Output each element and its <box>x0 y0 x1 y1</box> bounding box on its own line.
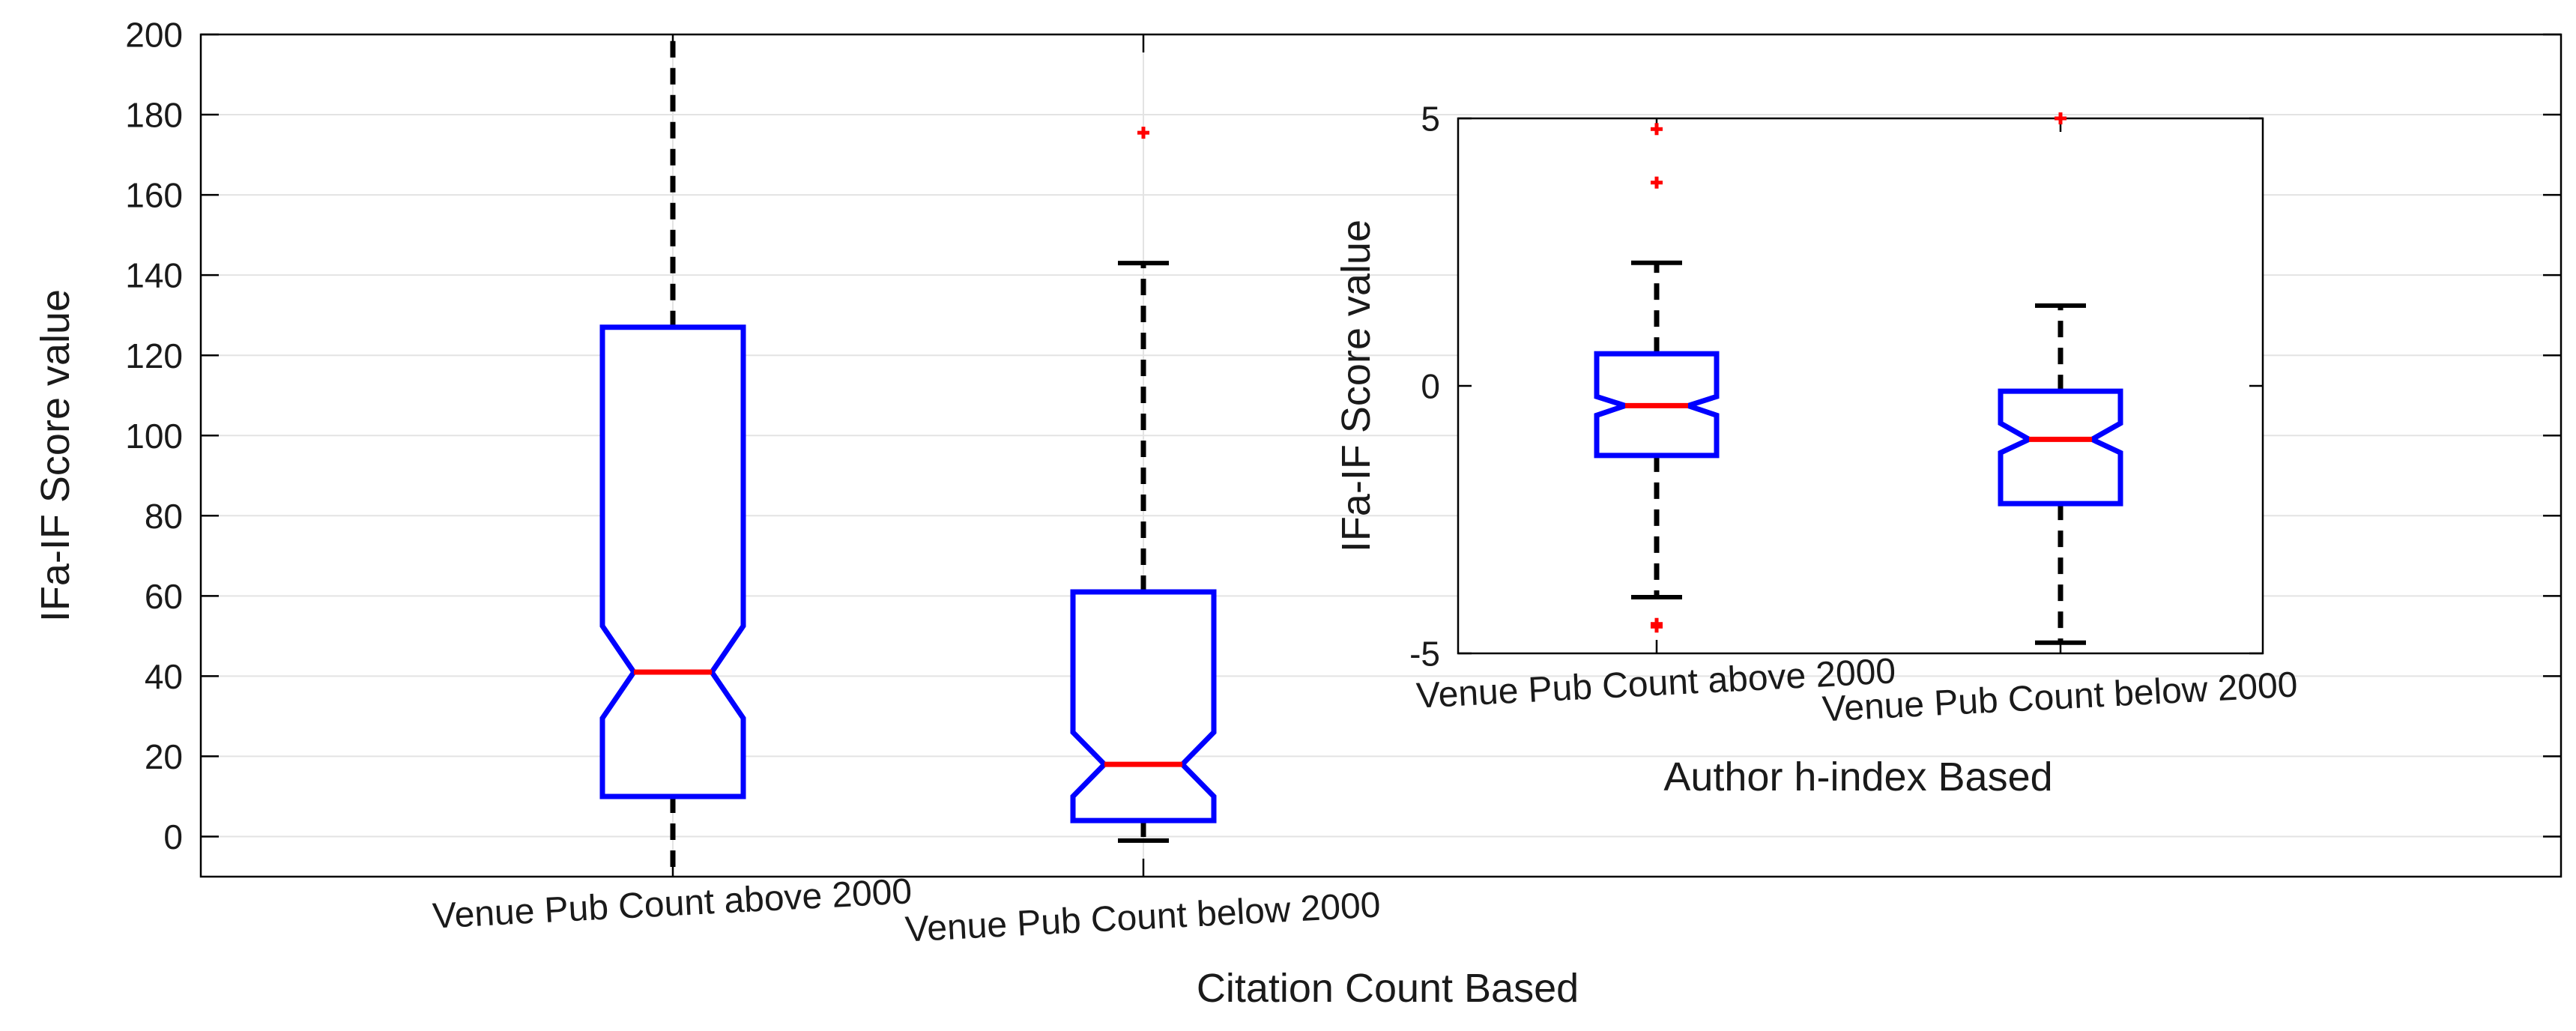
outlier-marker <box>1651 620 1663 633</box>
y-tick-label: 140 <box>125 256 183 295</box>
y-tick-label: 100 <box>125 417 183 456</box>
outlier-marker <box>1651 123 1663 136</box>
y-tick-label: 0 <box>1421 367 1440 406</box>
y-tick-label: 0 <box>163 817 183 856</box>
y-tick-label: 40 <box>145 657 183 696</box>
plot-area <box>1458 118 2263 653</box>
outlier-marker <box>1137 127 1149 139</box>
notched-box <box>1070 589 1217 823</box>
y-tick-label: 200 <box>125 16 183 55</box>
notched-box <box>1998 388 2123 507</box>
y-tick-label: 80 <box>145 497 183 536</box>
x-tick-label: Venue Pub Count above 2000 <box>432 871 913 936</box>
y-tick-label: -5 <box>1409 635 1440 674</box>
outlier-marker <box>1651 176 1663 189</box>
notched-box <box>599 324 746 799</box>
axes-frame <box>199 33 2563 878</box>
y-axis-title: IFa-IF Score value <box>1334 220 1379 552</box>
y-tick-label: 5 <box>1421 100 1440 139</box>
y-tick-label: 120 <box>125 336 183 375</box>
outlier-marker <box>2055 112 2066 124</box>
y-axis-title: IFa-IF Score value <box>33 289 78 622</box>
x-axis-title: Citation Count Based <box>1197 966 1579 1011</box>
y-tick-label: 180 <box>125 96 183 135</box>
y-tick-label: 160 <box>125 176 183 215</box>
x-axis-title: Author h-index Based <box>1663 755 2052 799</box>
x-tick-label: Venue Pub Count below 2000 <box>904 885 1382 949</box>
y-tick-label: 60 <box>145 577 183 616</box>
y-tick-label: 20 <box>145 737 183 776</box>
